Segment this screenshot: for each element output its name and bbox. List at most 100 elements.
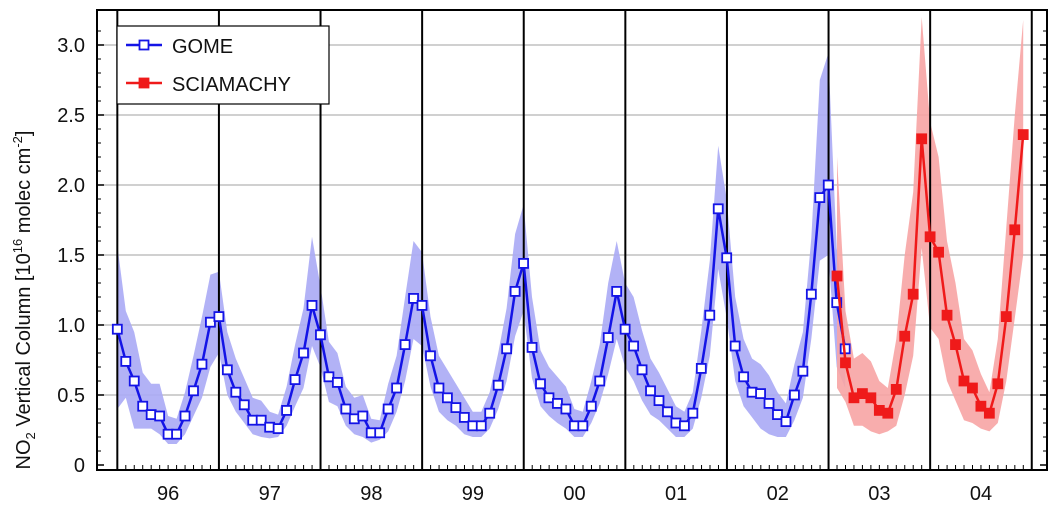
gome-point [552,397,563,409]
x-tick-label: 99 [462,483,484,505]
y-axis-title-prefix: NO [13,439,35,469]
gome-point [602,332,614,344]
gome-point [205,316,216,328]
gome-point [120,355,132,367]
y-axis-title-sub: 2 [23,432,38,439]
y-axis-title: NO2 Vertical Column [1016 molec cm-2] [10,131,38,470]
gome-point [755,388,766,400]
sciamachy-point [958,375,970,387]
sciamachy-point [975,400,987,412]
gome-point [611,285,623,297]
gome-point [137,400,149,412]
gome-point [230,386,242,398]
y-axis-title-middle: Vertical Column [10 [13,253,35,432]
year-boundary-lines [116,10,1033,470]
gome-point [298,347,309,359]
gome-point [594,375,606,387]
gome-point [272,423,284,435]
gome-point [619,323,631,335]
sciamachy-point [831,270,843,282]
y-tick-label: 3.0 [57,35,85,57]
gome-point [382,403,394,415]
sciamachy-point [983,407,995,419]
gome-point [712,203,724,215]
y-tick-label: 2.0 [57,175,85,197]
gome-point [475,420,487,432]
gome-point [255,414,267,426]
gome-point [687,407,699,419]
gome-point [399,339,411,351]
gome-point [213,311,225,323]
gome-point [154,410,166,422]
sciamachy-point [950,339,961,351]
gome-point [772,409,783,421]
gome-point [340,403,352,415]
legend-swatch-marker [138,77,150,89]
y-axis-title-sup: 16 [10,239,25,253]
sciamachy-point [1009,224,1021,236]
gome-point [492,379,504,391]
gome-point [179,410,191,422]
x-tick-label: 00 [563,483,585,505]
sciamachy-point [865,392,877,404]
gome-point [416,299,428,311]
x-tick-label: 04 [970,483,992,505]
y-tick-label: 2.5 [57,105,85,127]
axes: 0 0.5 1.0 1.5 2.0 2.5 3.0 96 97 98 99 00 01 02 03 04 [57,30,1047,505]
legend-box [116,25,330,105]
gome-point [704,309,716,321]
gome-point [196,358,208,370]
gome-point [585,400,597,412]
x-tick-label: 03 [868,483,890,505]
y-axis-title-suffix: ] [13,131,35,137]
gome-point [543,392,555,404]
sciamachy-point [967,382,978,394]
gome-point [805,288,817,300]
gome-point [678,420,690,432]
gome-point [797,365,809,377]
gome-point [645,385,656,397]
gome-point [662,406,673,418]
gome-point [509,285,521,297]
sciamachy-point [890,383,902,395]
gome-point [577,420,589,432]
gome-point [408,292,419,304]
gome-point [111,323,123,335]
gome-point [391,382,403,394]
gome-point [289,374,301,386]
gome-point [374,427,386,439]
sciamachy-point [933,246,944,258]
gome-point [450,402,462,414]
legend: GOME SCIAMACHY [116,25,330,105]
gome-point [738,371,750,383]
x-tick-label: 02 [767,483,789,505]
gome-point [306,299,318,311]
gome-uncertainty-band [117,53,846,445]
gome-point [323,371,335,383]
gome-point [238,399,250,411]
legend-swatch-marker [138,39,150,51]
legend-label-gome: GOME [172,36,233,58]
y-tick-label: 1.0 [57,315,85,337]
gome-point [721,252,733,264]
gome-point [484,407,496,419]
sciamachy-point [899,330,911,342]
gome-point [425,350,436,362]
sciamachy-point [924,231,936,243]
gome-point [763,397,775,409]
y-tick-label: 1.5 [57,245,85,267]
sciamachy-point [1000,311,1012,323]
gome-point [822,179,834,191]
gome-point [780,416,792,428]
gome-point [188,385,199,397]
gome-point [636,364,648,376]
gome-point [128,375,140,387]
gome-point [560,403,572,415]
gome-point [729,340,741,352]
gome-point [281,404,292,416]
gome-point [831,297,843,309]
sciamachy-point [916,133,928,145]
y-axis-title-unit-sup: -2 [10,136,25,148]
sciamachy-point [941,309,953,321]
gome-point [315,329,326,341]
